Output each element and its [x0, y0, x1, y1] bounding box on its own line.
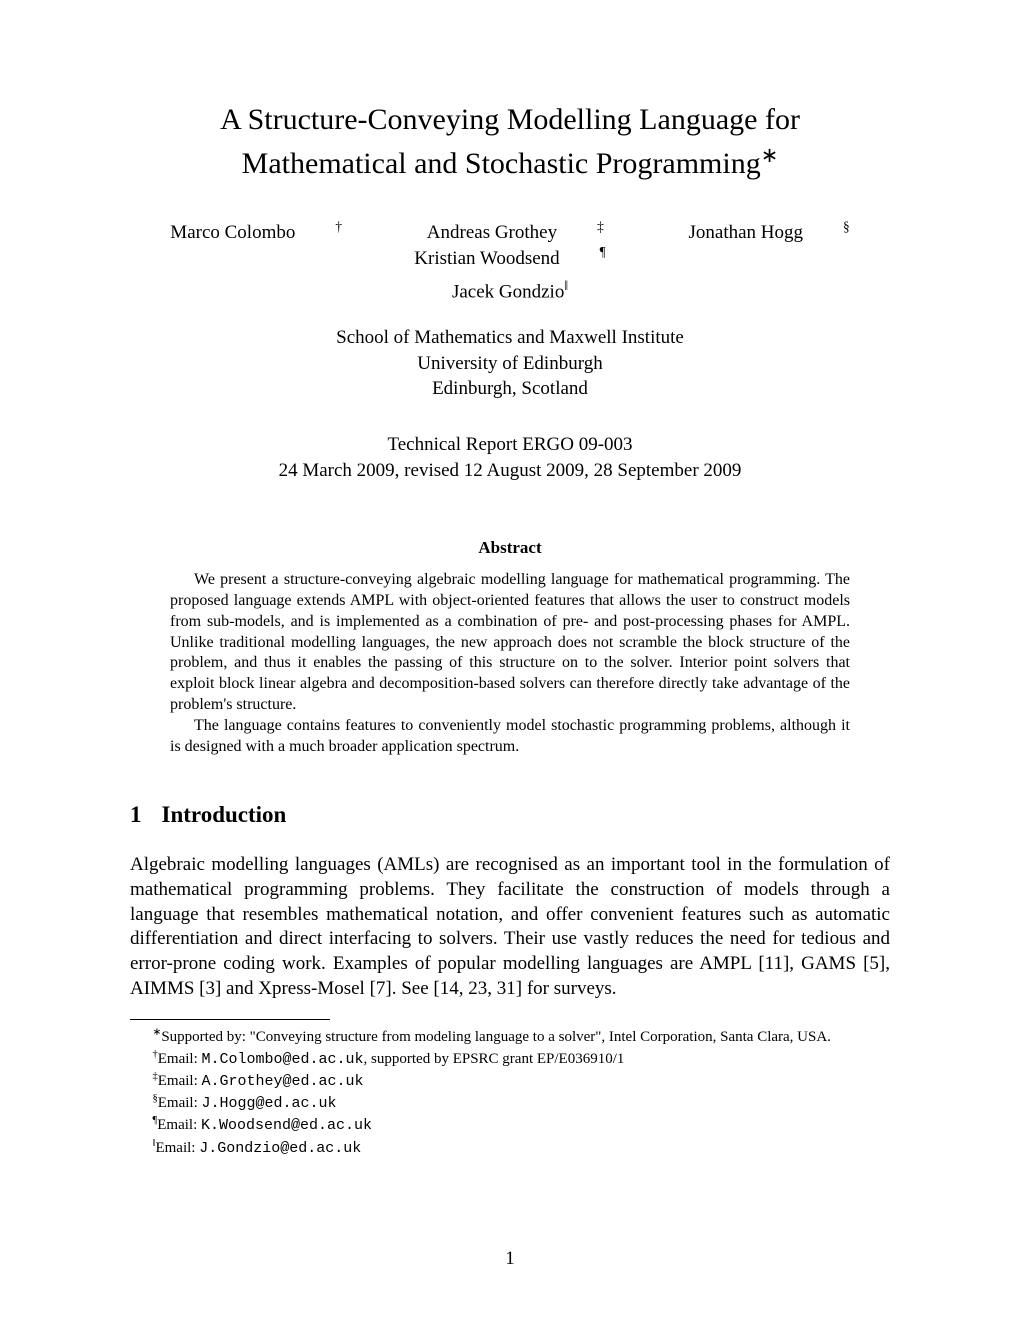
footnote-2: †Email: M.Colombo@ed.ac.uk, supported by…	[130, 1048, 890, 1070]
paper-title: A Structure-Conveying Modelling Language…	[130, 100, 890, 184]
abstract-p2: The language contains features to conven…	[170, 716, 850, 758]
section-number: 1	[130, 802, 142, 828]
footnote-1: ∗Supported by: "Conveying structure from…	[130, 1026, 890, 1047]
abstract-p1: We present a structure-conveying algebra…	[170, 570, 850, 716]
author-4: Kristian Woodsend¶	[394, 248, 625, 269]
footnote-5: ¶Email: K.Woodsend@ed.ac.uk	[130, 1114, 890, 1136]
section-title: Introduction	[162, 802, 287, 827]
report-line-1: Technical Report ERGO 09-003	[387, 434, 632, 455]
author-2: Andreas Grothey‡	[407, 222, 624, 243]
intro-paragraph: Algebraic modelling languages (AMLs) are…	[130, 853, 890, 1001]
footnote-4: §Email: J.Hogg@ed.ac.uk	[130, 1092, 890, 1114]
report-info: Technical Report ERGO 09-003 24 March 20…	[130, 432, 890, 483]
affiliation-line-1: School of Mathematics and Maxwell Instit…	[336, 327, 684, 348]
title-line-2: Mathematical and Stochastic Programming	[242, 147, 761, 180]
page: A Structure-Conveying Modelling Language…	[0, 0, 1020, 1320]
author-row: Marco Colombo† Andreas Grothey‡ Jonathan…	[130, 219, 890, 270]
author-3: Jonathan Hogg§	[669, 222, 870, 243]
author-1: Marco Colombo†	[150, 222, 362, 243]
section-heading: 1 Introduction	[130, 802, 890, 828]
abstract-heading: Abstract	[130, 538, 890, 558]
footnote-6: ‖Email: J.Gondzio@ed.ac.uk	[130, 1137, 890, 1159]
abstract-body: We present a structure-conveying algebra…	[170, 570, 850, 757]
affiliation-line-2: University of Edinburgh	[417, 353, 602, 374]
page-number: 1	[0, 1248, 1020, 1270]
title-line-1: A Structure-Conveying Modelling Language…	[220, 103, 800, 136]
report-line-2: 24 March 2009, revised 12 August 2009, 2…	[279, 460, 742, 481]
footnote-rule	[130, 1019, 330, 1020]
affiliation-line-3: Edinburgh, Scotland	[432, 378, 588, 399]
title-footnote-mark: ∗	[761, 143, 779, 167]
author-5: Jacek Gondzio‖	[130, 278, 890, 303]
footnote-3: ‡Email: A.Grothey@ed.ac.uk	[130, 1070, 890, 1092]
affiliation: School of Mathematics and Maxwell Instit…	[130, 325, 890, 402]
footnotes: ∗Supported by: "Conveying structure from…	[130, 1026, 890, 1159]
